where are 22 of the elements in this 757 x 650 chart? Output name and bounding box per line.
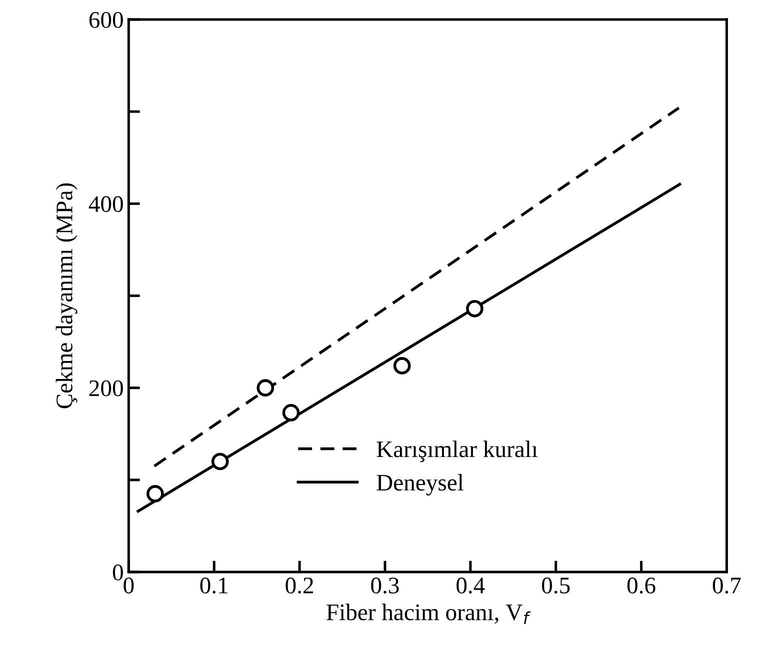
y-tick-label: 600: [89, 12, 123, 28]
point: [466, 300, 484, 318]
x-axis-title: Fiber hacim oranı, V$_{f}$: [326, 604, 531, 624]
y-tick-label: 0: [112, 564, 123, 580]
point: [282, 404, 300, 422]
y-tick-label: 200: [89, 380, 123, 396]
x-tick-label: 0.3: [371, 578, 399, 594]
y-axis-title: Çekme dayanımı (MPa): [56, 183, 78, 408]
point: [256, 379, 274, 397]
point: [211, 452, 229, 470]
x-tick-label: 0.6: [627, 578, 656, 594]
x-tick-label: 0: [124, 578, 134, 594]
legend-label: Karışımlar kuralı: [376, 440, 538, 462]
legend-label: Deneysel: [376, 474, 464, 496]
point: [146, 485, 164, 502]
x-tick-label: 0.1: [200, 578, 228, 594]
x-tick-label: 0.2: [286, 578, 314, 594]
x-tick-label: 0.7: [712, 578, 741, 594]
y-tick-label: 400: [88, 196, 123, 212]
x-tick-label: 0.5: [542, 578, 570, 594]
x-tick-label: 0.4: [456, 578, 485, 594]
point: [393, 357, 411, 374]
